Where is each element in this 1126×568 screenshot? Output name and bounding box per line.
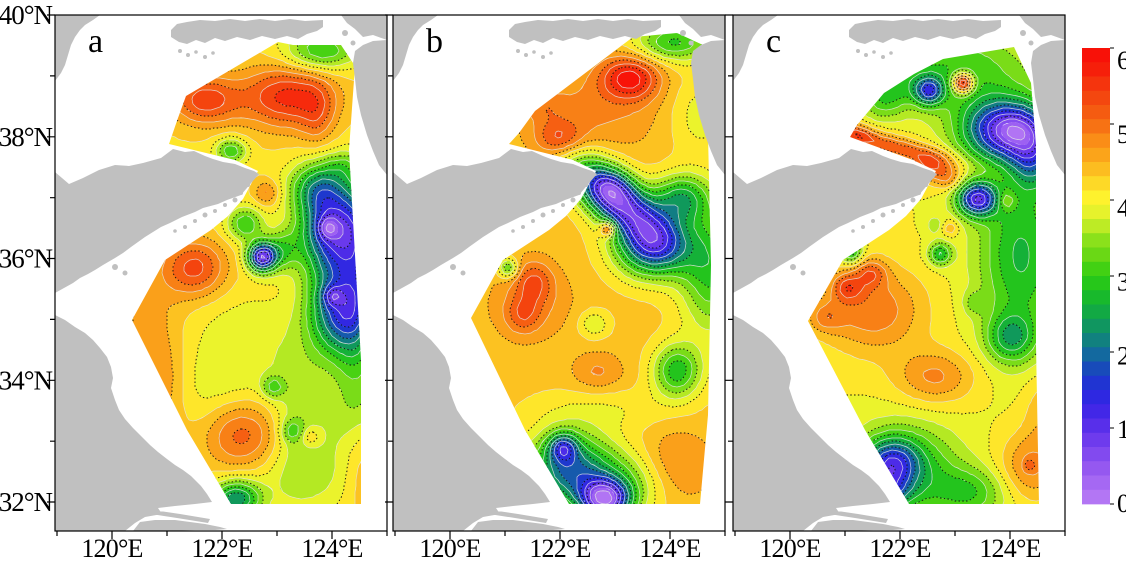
svg-text:36°N: 36°N	[0, 244, 53, 274]
svg-text:122°E: 122°E	[191, 534, 252, 563]
svg-text:122°E: 122°E	[869, 534, 930, 563]
svg-text:5: 5	[1117, 120, 1126, 149]
svg-text:b: b	[426, 23, 443, 60]
svg-text:40°N: 40°N	[0, 0, 53, 30]
svg-text:a: a	[88, 23, 103, 60]
svg-text:122°E: 122°E	[529, 534, 590, 563]
svg-text:4: 4	[1117, 194, 1126, 223]
svg-text:3: 3	[1117, 268, 1126, 297]
svg-text:34°N: 34°N	[0, 365, 53, 395]
svg-text:c: c	[766, 23, 781, 60]
svg-text:124°E: 124°E	[301, 534, 362, 563]
svg-text:0: 0	[1117, 489, 1126, 518]
svg-text:32°N: 32°N	[0, 487, 53, 517]
svg-text:120°E: 120°E	[759, 534, 820, 563]
svg-text:2: 2	[1117, 341, 1126, 370]
svg-text:6: 6	[1117, 46, 1126, 75]
svg-text:38°N: 38°N	[0, 122, 53, 152]
svg-text:1: 1	[1117, 415, 1126, 444]
svg-text:120°E: 120°E	[81, 534, 142, 563]
svg-text:124°E: 124°E	[979, 534, 1040, 563]
svg-text:124°E: 124°E	[639, 534, 700, 563]
svg-text:120°E: 120°E	[419, 534, 480, 563]
